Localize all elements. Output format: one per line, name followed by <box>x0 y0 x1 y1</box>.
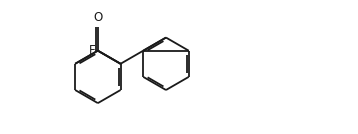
Text: O: O <box>93 11 102 24</box>
Text: F: F <box>89 44 96 57</box>
